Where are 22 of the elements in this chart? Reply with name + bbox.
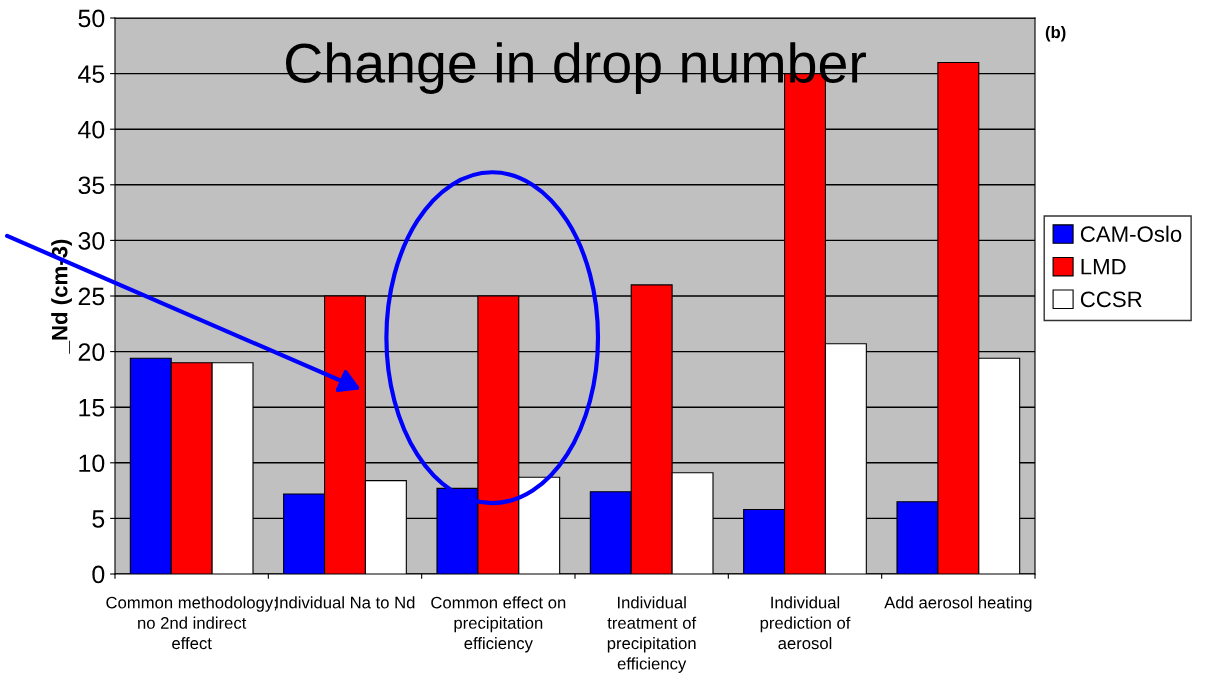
x-tick-label: Individual Na to Nd xyxy=(276,596,415,609)
y-tick-label: 40 xyxy=(78,120,105,139)
y-axis-title: _Nd (cm-3) xyxy=(51,239,72,354)
y-tick-label: 20 xyxy=(78,343,105,361)
y-tick-label: 0 xyxy=(92,565,105,584)
x-tick-label: Common methodology; no 2nd indirect effect xyxy=(106,596,277,650)
y-tick-label: 50 xyxy=(78,9,105,28)
y-tick-label: 15 xyxy=(79,399,105,417)
y-tick-label: 35 xyxy=(78,176,105,195)
y-tick-label: 30 xyxy=(78,232,105,250)
text: (b) xyxy=(1045,25,1066,42)
y-tick-label: 5 xyxy=(92,510,105,528)
y-tick-label: 25 xyxy=(78,287,105,306)
x-tick-label: Common effect on precipitation efficiency xyxy=(431,596,566,653)
x-tick-label: Individual prediction of aerosol xyxy=(760,596,851,650)
legend-label: CCSR xyxy=(1080,291,1142,308)
y-tick-label: 10 xyxy=(79,454,105,473)
x-tick-label: Individual treatment of precipitation efficiency xyxy=(607,596,697,673)
legend-label: LMD xyxy=(1081,259,1126,275)
y-tick-label: 45 xyxy=(78,65,105,83)
x-tick-label: Add aerosol heating xyxy=(884,596,1032,612)
legend-label: CAM-Oslo xyxy=(1080,225,1182,242)
